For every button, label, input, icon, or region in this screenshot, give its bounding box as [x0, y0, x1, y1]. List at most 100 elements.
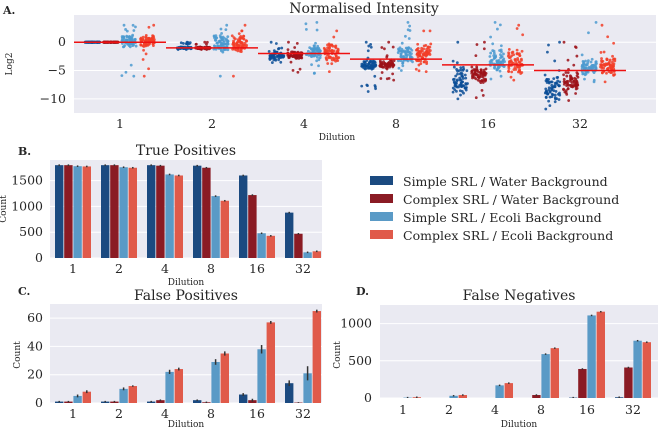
data-point	[510, 70, 514, 74]
data-point	[379, 77, 383, 80]
data-point	[132, 43, 135, 47]
y-tick-label: −5	[48, 63, 66, 78]
data-point	[484, 77, 487, 81]
data-point	[492, 51, 496, 55]
bar	[633, 340, 642, 398]
data-point	[380, 61, 384, 65]
data-point	[289, 53, 292, 57]
data-point	[516, 58, 520, 62]
data-point	[547, 86, 551, 90]
data-point	[474, 77, 478, 81]
data-point	[555, 76, 559, 79]
data-point	[380, 71, 384, 74]
x-tick-label: 8	[537, 402, 545, 417]
data-point	[483, 40, 486, 44]
data-point	[317, 64, 320, 68]
data-point	[416, 42, 420, 46]
x-tick-label: 16	[579, 402, 595, 417]
bar	[285, 212, 294, 258]
bar	[128, 386, 137, 403]
data-point	[516, 70, 520, 74]
data-point	[415, 52, 419, 56]
data-point	[317, 58, 321, 62]
bar	[239, 394, 248, 403]
data-point	[600, 71, 604, 75]
data-point	[507, 47, 511, 51]
x-axis-label: Dilution	[319, 133, 356, 143]
bar	[165, 371, 174, 403]
data-point	[270, 61, 274, 64]
data-point	[242, 34, 246, 38]
data-point	[364, 40, 368, 44]
data-point	[562, 73, 565, 77]
data-point	[452, 65, 456, 69]
data-point	[602, 66, 606, 70]
data-point	[547, 99, 551, 103]
data-point	[518, 61, 522, 65]
data-point	[287, 40, 290, 44]
data-point	[547, 43, 550, 47]
data-point	[226, 48, 230, 52]
data-point	[515, 51, 519, 55]
plot-area	[380, 305, 658, 398]
data-point	[179, 41, 183, 45]
data-point	[333, 45, 337, 48]
panel-letter: C.	[18, 285, 30, 298]
data-point	[574, 92, 578, 95]
data-point	[315, 28, 319, 32]
data-point	[120, 74, 124, 78]
data-point	[244, 39, 248, 43]
data-point	[482, 47, 486, 51]
data-point	[123, 38, 126, 41]
data-point	[236, 44, 240, 48]
data-point	[428, 53, 432, 56]
data-point	[315, 55, 319, 59]
data-point	[382, 65, 386, 69]
data-point	[592, 78, 596, 82]
data-point	[319, 54, 322, 57]
data-point	[298, 67, 302, 71]
data-point	[574, 87, 578, 91]
bar	[312, 311, 321, 403]
data-point	[474, 96, 478, 100]
bar	[55, 165, 64, 258]
data-point	[425, 49, 429, 53]
data-point	[498, 69, 502, 73]
chart-title: Normalised Intensity	[289, 1, 439, 17]
data-point	[399, 69, 403, 72]
data-point	[603, 80, 607, 84]
bar	[578, 368, 587, 398]
data-point	[392, 78, 396, 82]
data-point	[612, 41, 616, 45]
data-point	[454, 81, 458, 85]
data-point	[226, 40, 229, 44]
data-point	[459, 93, 462, 97]
data-point	[310, 48, 313, 51]
data-point	[589, 60, 593, 64]
data-point	[405, 53, 409, 57]
x-tick-label: 2	[115, 261, 123, 276]
data-point	[299, 54, 303, 58]
data-point	[133, 37, 137, 41]
data-point	[558, 40, 561, 44]
data-point	[387, 63, 391, 67]
data-point	[520, 49, 524, 53]
data-point	[599, 65, 602, 69]
legend-swatch	[370, 230, 393, 239]
data-point	[544, 107, 548, 111]
x-tick-label: 4	[300, 116, 308, 131]
data-point	[453, 88, 457, 92]
data-point	[462, 91, 465, 95]
data-point	[314, 41, 317, 45]
data-point	[501, 58, 505, 62]
bar	[449, 395, 458, 398]
data-point	[474, 54, 478, 58]
data-point	[400, 41, 404, 45]
plot-area	[50, 160, 322, 258]
data-point	[562, 87, 565, 91]
data-point	[473, 72, 476, 76]
data-point	[609, 67, 613, 71]
data-point	[564, 71, 568, 74]
data-point	[368, 60, 371, 64]
data-point	[319, 49, 322, 53]
